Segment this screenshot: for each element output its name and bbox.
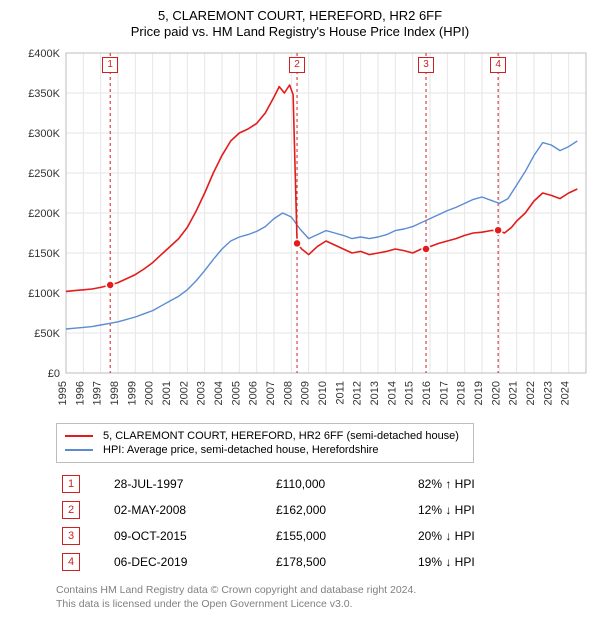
svg-text:2006: 2006	[248, 381, 260, 405]
table-row: 2 02-MAY-2008£162,00012% ↓ HPI	[56, 497, 556, 523]
svg-text:2023: 2023	[542, 381, 554, 405]
svg-text:2020: 2020	[490, 381, 502, 405]
svg-text:2004: 2004	[213, 381, 225, 405]
svg-text:2016: 2016	[421, 381, 433, 405]
transaction-badge: 4	[62, 553, 80, 571]
svg-text:2022: 2022	[525, 381, 537, 405]
title-address: 5, CLAREMONT COURT, HEREFORD, HR2 6FF	[10, 8, 590, 23]
legend-swatch	[65, 435, 93, 437]
svg-text:2000: 2000	[144, 381, 156, 405]
svg-text:£150K: £150K	[28, 248, 60, 260]
svg-text:2014: 2014	[386, 381, 398, 405]
svg-text:2005: 2005	[230, 381, 242, 405]
transaction-delta: 19% ↓ HPI	[412, 549, 556, 575]
svg-text:1997: 1997	[92, 381, 104, 405]
transaction-badge: 1	[62, 475, 80, 493]
transaction-delta: 20% ↓ HPI	[412, 523, 556, 549]
legend-row: 5, CLAREMONT COURT, HEREFORD, HR2 6FF (s…	[65, 430, 465, 442]
svg-text:£250K: £250K	[28, 168, 60, 180]
svg-text:2015: 2015	[404, 381, 416, 405]
table-row: 1 28-JUL-1997£110,00082% ↑ HPI	[56, 471, 556, 497]
footer-line2: This data is licensed under the Open Gov…	[56, 597, 556, 611]
line-chart-svg: £0 £50K £100K £150K £200K £250K £300K £350K £400…	[10, 45, 590, 417]
svg-text:£50K: £50K	[34, 328, 60, 340]
chart-container: { "titles": { "line1": "5, CLAREMONT COU…	[0, 0, 600, 619]
transaction-price: £162,000	[270, 497, 412, 523]
svg-text:2012: 2012	[352, 381, 364, 405]
svg-text:£300K: £300K	[28, 128, 60, 140]
chart-marker-badge: 1	[102, 57, 118, 73]
svg-text:2019: 2019	[473, 381, 485, 405]
chart-area: £0 £50K £100K £150K £200K £250K £300K £350K £400…	[10, 45, 590, 417]
legend-label: HPI: Average price, semi-detached house,…	[103, 444, 379, 456]
svg-text:2010: 2010	[317, 381, 329, 405]
svg-text:£0: £0	[48, 368, 60, 380]
title-subtitle: Price paid vs. HM Land Registry's House …	[10, 24, 590, 39]
transaction-date: 28-JUL-1997	[108, 471, 270, 497]
title-block: 5, CLAREMONT COURT, HEREFORD, HR2 6FF Pr…	[10, 8, 590, 39]
svg-text:1999: 1999	[126, 381, 138, 405]
chart-marker-badge: 2	[289, 57, 305, 73]
svg-text:2011: 2011	[334, 381, 346, 405]
transaction-date: 02-MAY-2008	[108, 497, 270, 523]
svg-text:£100K: £100K	[28, 288, 60, 300]
legend-row: HPI: Average price, semi-detached house,…	[65, 444, 465, 456]
svg-text:£200K: £200K	[28, 208, 60, 220]
svg-text:2007: 2007	[265, 381, 277, 405]
svg-text:2017: 2017	[438, 381, 450, 405]
legend-swatch	[65, 449, 93, 451]
chart-marker-badge: 3	[418, 57, 434, 73]
svg-text:2002: 2002	[178, 381, 190, 405]
svg-text:1998: 1998	[109, 381, 121, 405]
svg-text:2003: 2003	[196, 381, 208, 405]
svg-text:2008: 2008	[282, 381, 294, 405]
svg-text:£400K: £400K	[28, 48, 60, 60]
transaction-delta: 12% ↓ HPI	[412, 497, 556, 523]
transaction-price: £155,000	[270, 523, 412, 549]
transaction-price: £178,500	[270, 549, 412, 575]
transaction-delta: 82% ↑ HPI	[412, 471, 556, 497]
svg-text:2018: 2018	[456, 381, 468, 405]
table-row: 4 06-DEC-2019£178,50019% ↓ HPI	[56, 549, 556, 575]
chart-marker-badge: 4	[490, 57, 506, 73]
footer-attribution: Contains HM Land Registry data © Crown c…	[56, 583, 556, 611]
svg-text:1995: 1995	[57, 381, 69, 405]
svg-text:1996: 1996	[74, 381, 86, 405]
svg-text:2001: 2001	[161, 381, 173, 405]
transaction-badge: 3	[62, 527, 80, 545]
svg-text:2024: 2024	[560, 381, 572, 405]
table-row: 3 09-OCT-2015£155,00020% ↓ HPI	[56, 523, 556, 549]
transaction-date: 06-DEC-2019	[108, 549, 270, 575]
svg-text:2013: 2013	[369, 381, 381, 405]
legend: 5, CLAREMONT COURT, HEREFORD, HR2 6FF (s…	[56, 423, 474, 463]
svg-text:2021: 2021	[508, 381, 520, 405]
svg-text:£350K: £350K	[28, 88, 60, 100]
svg-text:2009: 2009	[300, 381, 312, 405]
transaction-date: 09-OCT-2015	[108, 523, 270, 549]
legend-label: 5, CLAREMONT COURT, HEREFORD, HR2 6FF (s…	[103, 430, 459, 442]
transaction-badge: 2	[62, 501, 80, 519]
transactions-table: 1 28-JUL-1997£110,00082% ↑ HPI 2 02-MAY-200…	[56, 471, 556, 575]
footer-line1: Contains HM Land Registry data © Crown c…	[56, 583, 556, 597]
transaction-price: £110,000	[270, 471, 412, 497]
